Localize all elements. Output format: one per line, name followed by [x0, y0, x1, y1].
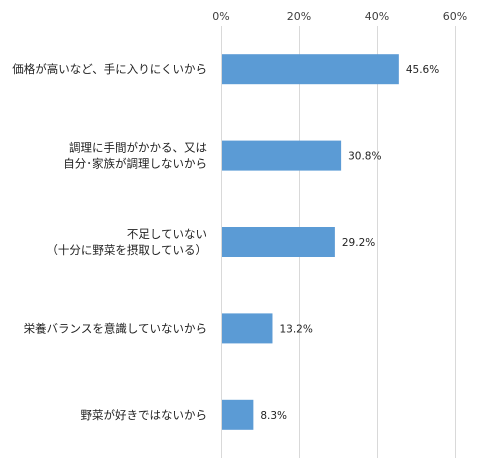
- data-label: 29.2%: [342, 237, 375, 249]
- category-label: 栄養バランスを意識していないから: [24, 321, 207, 335]
- bar: [222, 399, 254, 430]
- bar: [222, 313, 273, 344]
- x-tick-label: 60%: [443, 10, 467, 23]
- bar: [222, 227, 335, 257]
- data-label: 30.8%: [348, 151, 381, 163]
- x-tick-label: 40%: [365, 10, 389, 23]
- data-label: 45.6%: [406, 64, 439, 76]
- bar: [222, 54, 399, 85]
- category-label: 調理に手間がかかる、又は: [69, 141, 207, 155]
- x-tick-label: 0%: [212, 10, 229, 23]
- x-tick-label: 20%: [287, 10, 311, 23]
- bars: [222, 54, 399, 430]
- labels: 45.6% 価格が高いなど、手に入りにくいから 30.8% 調理に手間がかかる、又は自…: [12, 62, 439, 422]
- data-label: 13.2%: [279, 323, 312, 335]
- category-label: 野菜が好きではないから: [81, 408, 208, 422]
- category-label: 自分･家族が調理しないから: [63, 157, 207, 171]
- x-axis: 0% 20% 40% 60%: [212, 10, 467, 23]
- category-label: 価格が高いなど、手に入りにくいから: [12, 62, 207, 76]
- gridlines: [221, 26, 456, 458]
- category-label: （十分に野菜を摂取している）: [46, 243, 207, 257]
- category-label: 不足していない: [127, 227, 207, 241]
- data-label: 8.3%: [260, 410, 287, 422]
- bar: [222, 140, 342, 171]
